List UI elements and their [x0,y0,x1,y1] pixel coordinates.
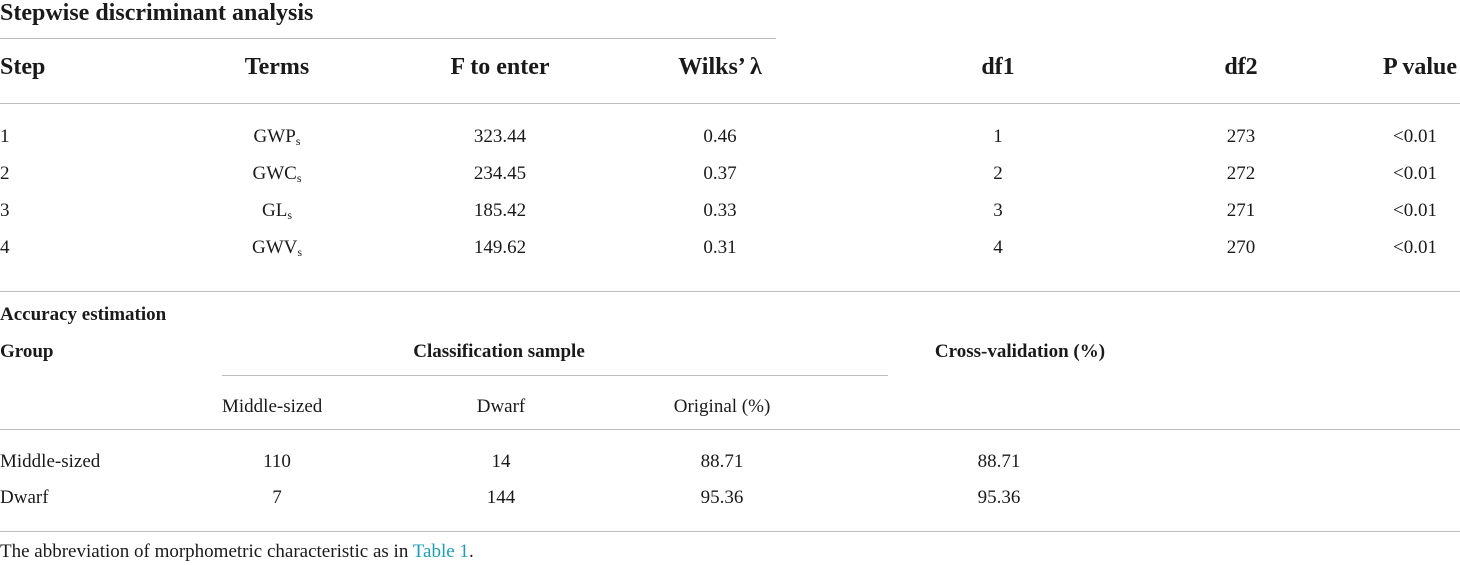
header-terms: Terms [244,54,310,80]
cell-original: 88.71 [700,451,744,472]
cell-p-value: <0.01 [1393,126,1437,147]
cell-cross-validation: 88.71 [977,451,1021,472]
header-classification-sample: Classification sample [413,341,585,362]
cell-dwarf: 144 [486,487,516,508]
cell-cross-validation: 95.36 [977,487,1021,508]
header-df1: df1 [981,54,1015,80]
cell-middle-sized: 110 [263,451,291,472]
cell-group: Dwarf [0,487,49,508]
section-label-accuracy: Accuracy estimation [0,304,167,325]
header-original: Original (%) [673,396,771,417]
header-group: Group [0,341,54,362]
stepwise-bottom-rule [0,291,1460,292]
header-df2: df2 [1224,54,1258,80]
cell-step: 1 [0,126,10,147]
cell-middle-sized: 7 [272,487,282,508]
cell-wilks: 0.46 [703,126,737,147]
header-step: Step [0,54,46,80]
cell-df2: 272 [1226,163,1256,184]
cell-term: GWPs [253,126,301,148]
cell-f-to-enter: 234.45 [473,163,527,184]
cell-step: 3 [0,200,10,221]
table-bottom-rule [0,531,1460,532]
cell-step: 4 [0,237,10,258]
cell-df2: 271 [1226,200,1256,221]
cell-f-to-enter: 149.62 [473,237,527,258]
footnote-text: The abbreviation of morphometric charact… [0,541,413,562]
table-title: Stepwise discriminant analysis [0,0,314,26]
classification-sample-rule [222,375,888,376]
footnote-end: . [468,541,474,562]
cell-p-value: <0.01 [1393,163,1437,184]
cell-df1: 3 [993,200,1003,221]
table-footnote: The abbreviation of morphometric charact… [0,541,474,563]
cell-group: Middle-sized [0,451,101,472]
cell-dwarf: 14 [491,451,511,472]
cell-df1: 2 [993,163,1003,184]
cell-step: 2 [0,163,10,184]
cell-wilks: 0.37 [703,163,737,184]
header-f-to-enter: F to enter [450,54,550,80]
cell-wilks: 0.33 [703,200,737,221]
header-middle-sized: Middle-sized [222,396,323,417]
header-p-value: P value [1382,54,1457,80]
cell-term: GLs [262,200,292,222]
stepwise-header-rule [0,103,1460,104]
cell-df1: 1 [993,126,1003,147]
header-dwarf: Dwarf [476,396,526,417]
header-cross-validation: Cross-validation (%) [934,341,1106,362]
cell-wilks: 0.31 [703,237,737,258]
cell-f-to-enter: 323.44 [473,126,527,147]
title-rule [0,38,776,39]
cell-df2: 270 [1226,237,1256,258]
cell-df1: 4 [993,237,1003,258]
header-wilks-lambda: Wilks’ λ [678,54,762,80]
cell-original: 95.36 [700,487,744,508]
cell-p-value: <0.01 [1393,200,1437,221]
cell-term: GWVs [251,237,303,259]
table-1-link[interactable]: Table 1 [412,541,469,562]
cell-df2: 273 [1226,126,1256,147]
cell-f-to-enter: 185.42 [473,200,527,221]
cell-term: GWCs [252,163,302,185]
accuracy-header-rule [0,429,1460,430]
cell-p-value: <0.01 [1393,237,1437,258]
